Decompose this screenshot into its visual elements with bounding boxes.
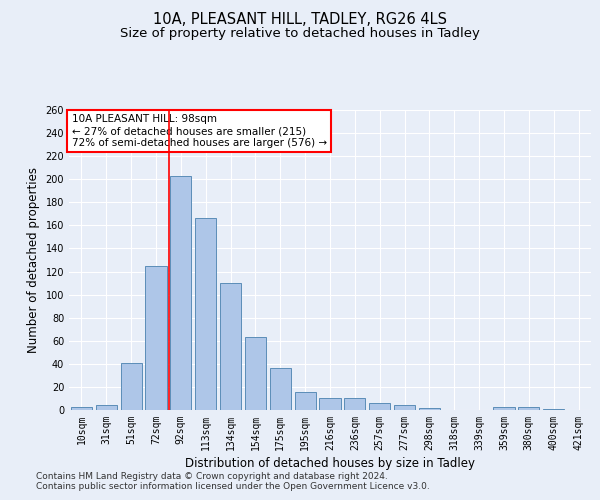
- Bar: [220, 283, 241, 410]
- Bar: [96, 406, 117, 410]
- Bar: [394, 406, 415, 410]
- X-axis label: Distribution of detached houses by size in Tadley: Distribution of detached houses by size …: [185, 457, 475, 470]
- Bar: [270, 368, 291, 410]
- Bar: [518, 406, 539, 410]
- Text: 10A, PLEASANT HILL, TADLEY, RG26 4LS: 10A, PLEASANT HILL, TADLEY, RG26 4LS: [153, 12, 447, 28]
- Text: Contains HM Land Registry data © Crown copyright and database right 2024.: Contains HM Land Registry data © Crown c…: [36, 472, 388, 481]
- Bar: [295, 392, 316, 410]
- Text: Size of property relative to detached houses in Tadley: Size of property relative to detached ho…: [120, 28, 480, 40]
- Bar: [319, 398, 341, 410]
- Bar: [543, 409, 564, 410]
- Bar: [344, 398, 365, 410]
- Bar: [419, 408, 440, 410]
- Bar: [121, 362, 142, 410]
- Text: 10A PLEASANT HILL: 98sqm
← 27% of detached houses are smaller (215)
72% of semi-: 10A PLEASANT HILL: 98sqm ← 27% of detach…: [71, 114, 327, 148]
- Bar: [245, 338, 266, 410]
- Text: Contains public sector information licensed under the Open Government Licence v3: Contains public sector information licen…: [36, 482, 430, 491]
- Bar: [369, 403, 390, 410]
- Bar: [170, 176, 191, 410]
- Bar: [195, 218, 216, 410]
- Bar: [493, 406, 515, 410]
- Bar: [71, 406, 92, 410]
- Y-axis label: Number of detached properties: Number of detached properties: [27, 167, 40, 353]
- Bar: [145, 266, 167, 410]
